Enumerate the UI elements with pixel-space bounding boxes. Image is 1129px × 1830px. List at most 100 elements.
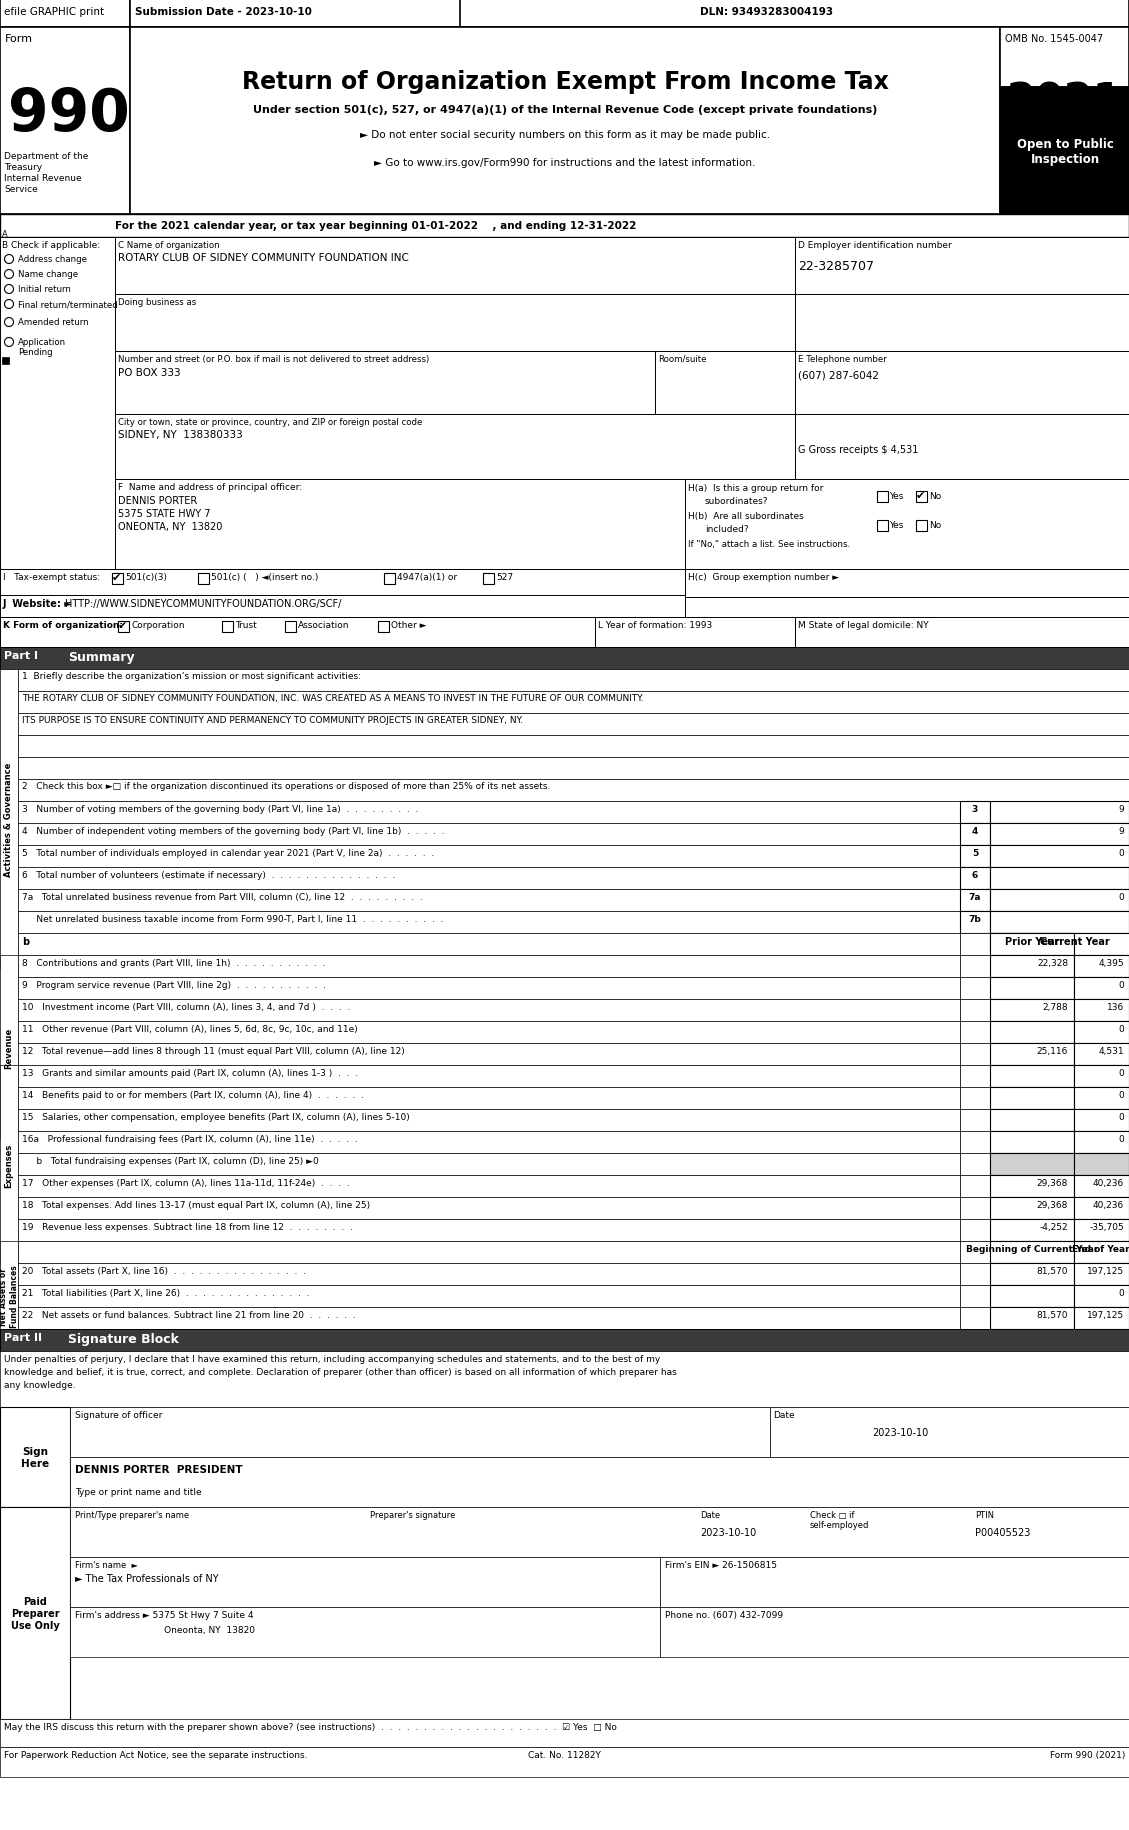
Text: Return of Organization Exempt From Income Tax: Return of Organization Exempt From Incom… <box>242 70 889 93</box>
Text: 14   Benefits paid to or for members (Part IX, column (A), line 4)  .  .  .  .  : 14 Benefits paid to or for members (Part… <box>21 1091 364 1100</box>
Text: Part I: Part I <box>5 651 38 661</box>
Text: Treasury: Treasury <box>5 163 42 172</box>
Text: Firm's name  ►: Firm's name ► <box>75 1561 138 1568</box>
Bar <box>960 1285 990 1307</box>
Bar <box>18 1285 960 1307</box>
Text: Under section 501(c), 527, or 4947(a)(1) of the Internal Revenue Code (except pr: Under section 501(c), 527, or 4947(a)(1)… <box>253 104 877 115</box>
Bar <box>1074 999 1129 1021</box>
Bar <box>0 0 130 27</box>
Text: Type or print name and title: Type or print name and title <box>75 1488 202 1497</box>
Bar <box>18 999 960 1021</box>
Bar <box>0 569 685 598</box>
Text: 3   Number of voting members of the governing body (Part VI, line 1a)  .  .  .  : 3 Number of voting members of the govern… <box>21 805 419 814</box>
Text: 501(c) (   ) ◄(insert no.): 501(c) ( ) ◄(insert no.) <box>211 573 318 582</box>
Bar <box>1074 977 1129 999</box>
Text: 4: 4 <box>972 827 978 836</box>
Text: Amended return: Amended return <box>18 318 88 328</box>
Bar <box>0 214 1129 238</box>
Bar <box>990 999 1074 1021</box>
Bar <box>960 1175 990 1197</box>
Bar <box>1074 1263 1129 1285</box>
Text: Part II: Part II <box>5 1332 42 1341</box>
Bar <box>990 911 1129 933</box>
Bar <box>18 824 960 845</box>
Text: Doing business as: Doing business as <box>119 298 196 307</box>
Bar <box>1074 1087 1129 1109</box>
Text: 136: 136 <box>1106 1003 1124 1012</box>
Text: Activities & Governance: Activities & Governance <box>5 763 14 877</box>
Bar <box>1074 1307 1129 1329</box>
Bar <box>1074 1219 1129 1241</box>
Text: 20   Total assets (Part X, line 16)  .  .  .  .  .  .  .  .  .  .  .  .  .  .  .: 20 Total assets (Part X, line 16) . . . … <box>21 1266 306 1276</box>
Text: ✔: ✔ <box>112 573 122 582</box>
Text: Department of the: Department of the <box>5 152 88 161</box>
Text: 7a: 7a <box>969 893 981 902</box>
Bar <box>1074 1241 1129 1263</box>
Text: H(c)  Group exemption number ►: H(c) Group exemption number ► <box>688 573 839 582</box>
Bar <box>0 1748 1129 1777</box>
Text: 0: 0 <box>1118 981 1124 990</box>
Text: Check □ if
self-employed: Check □ if self-employed <box>809 1510 869 1530</box>
Text: 0: 0 <box>1118 1288 1124 1297</box>
Text: 6: 6 <box>972 871 978 880</box>
Bar <box>0 1329 1129 1351</box>
Bar <box>1074 1065 1129 1087</box>
Bar <box>18 692 1129 714</box>
Bar <box>285 622 296 633</box>
Text: ✔: ✔ <box>916 490 926 501</box>
Text: THE ROTARY CLUB OF SIDNEY COMMUNITY FOUNDATION, INC. WAS CREATED AS A MEANS TO I: THE ROTARY CLUB OF SIDNEY COMMUNITY FOUN… <box>21 694 644 703</box>
Text: Open to Public
Inspection: Open to Public Inspection <box>1016 137 1113 167</box>
Text: 7a   Total unrelated business revenue from Part VIII, column (C), line 12  .  . : 7a Total unrelated business revenue from… <box>21 893 422 902</box>
Bar <box>18 1065 960 1087</box>
Text: Name change: Name change <box>18 269 78 278</box>
Bar <box>18 1109 960 1131</box>
Bar <box>795 619 1129 648</box>
Text: PO BOX 333: PO BOX 333 <box>119 368 181 377</box>
Bar <box>18 933 960 955</box>
Text: 197,125: 197,125 <box>1087 1310 1124 1319</box>
Bar <box>0 238 115 569</box>
Bar <box>18 1131 960 1153</box>
Bar <box>18 670 1129 692</box>
Text: If "No," attach a list. See instructions.: If "No," attach a list. See instructions… <box>688 540 850 549</box>
Bar <box>960 999 990 1021</box>
Text: End of Year: End of Year <box>1073 1244 1129 1254</box>
Text: 22   Net assets or fund balances. Subtract line 21 from line 20  .  .  .  .  .  : 22 Net assets or fund balances. Subtract… <box>21 1310 356 1319</box>
Bar <box>18 1219 960 1241</box>
Bar <box>1074 955 1129 977</box>
Text: 40,236: 40,236 <box>1093 1200 1124 1210</box>
Text: 5: 5 <box>972 849 978 858</box>
Bar <box>70 1607 660 1658</box>
Text: H(a)  Is this a group return for: H(a) Is this a group return for <box>688 483 823 492</box>
Bar <box>18 1263 960 1285</box>
Text: Form: Form <box>5 35 33 44</box>
Bar <box>1074 1109 1129 1131</box>
Text: 197,125: 197,125 <box>1087 1266 1124 1276</box>
Text: 2   Check this box ►□ if the organization discontinued its operations or dispose: 2 Check this box ►□ if the organization … <box>21 781 550 791</box>
Text: Oneonta, NY  13820: Oneonta, NY 13820 <box>75 1625 255 1634</box>
Bar <box>960 1197 990 1219</box>
Bar <box>990 1021 1074 1043</box>
Text: 2023-10-10: 2023-10-10 <box>872 1427 928 1437</box>
Text: 527: 527 <box>496 573 513 582</box>
Text: 0: 0 <box>1118 1091 1124 1100</box>
Text: L Year of formation: 1993: L Year of formation: 1993 <box>598 620 712 630</box>
Text: Net Assets or
Fund Balances: Net Assets or Fund Balances <box>0 1265 19 1327</box>
Text: City or town, state or province, country, and ZIP or foreign postal code: City or town, state or province, country… <box>119 417 422 426</box>
Bar <box>916 522 927 533</box>
Text: ► The Tax Professionals of NY: ► The Tax Professionals of NY <box>75 1574 219 1583</box>
Bar <box>877 492 889 503</box>
Bar <box>18 1241 960 1263</box>
Text: ► Go to www.irs.gov/Form990 for instructions and the latest information.: ► Go to www.irs.gov/Form990 for instruct… <box>375 157 755 168</box>
Bar <box>18 977 960 999</box>
Text: 9   Program service revenue (Part VIII, line 2g)  .  .  .  .  .  .  .  .  .  .  : 9 Program service revenue (Part VIII, li… <box>21 981 326 990</box>
Bar <box>916 492 927 503</box>
Text: 22,328: 22,328 <box>1036 959 1068 968</box>
Text: J  Website: ►: J Website: ► <box>3 598 72 609</box>
Text: Submission Date - 2023-10-10: Submission Date - 2023-10-10 <box>135 7 312 16</box>
Text: Net unrelated business taxable income from Form 990-T, Part I, line 11  .  .  . : Net unrelated business taxable income fr… <box>21 915 444 924</box>
Bar <box>18 845 960 867</box>
Bar <box>18 1087 960 1109</box>
Bar <box>960 845 990 867</box>
Bar <box>685 569 1129 598</box>
